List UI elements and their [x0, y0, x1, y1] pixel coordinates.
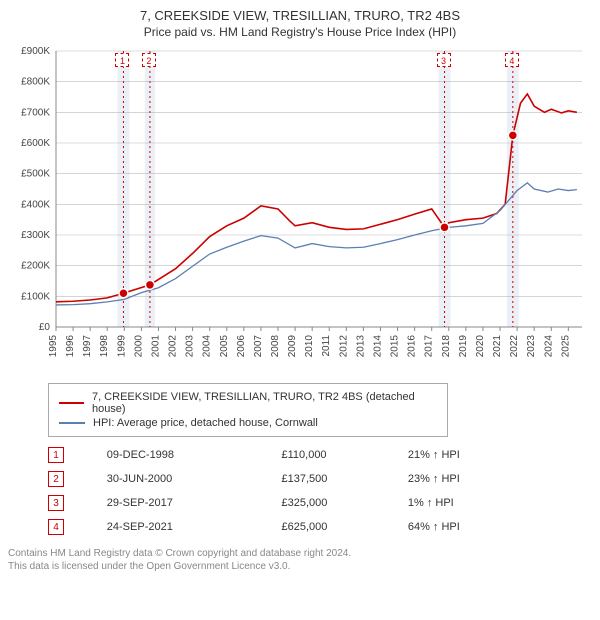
svg-text:2020: 2020 — [475, 335, 486, 358]
event-callout: 4 — [505, 53, 519, 67]
svg-text:2008: 2008 — [270, 335, 281, 358]
legend-item: 7, CREEKSIDE VIEW, TRESILLIAN, TRURO, TR… — [59, 390, 437, 416]
event-price: £110,000 — [281, 443, 407, 467]
event-date: 09-DEC-1998 — [107, 443, 282, 467]
line-chart: £0 £100K £200K £300K £400K £500K £600K £700K £80… — [8, 45, 592, 375]
svg-text:£600K: £600K — [21, 138, 50, 149]
svg-text:£200K: £200K — [21, 261, 50, 272]
svg-text:2015: 2015 — [390, 335, 401, 358]
event-price: £137,500 — [281, 467, 407, 491]
event-delta: 64% ↑ HPI — [408, 515, 548, 539]
sale-marker — [119, 289, 128, 298]
svg-text:£500K: £500K — [21, 169, 50, 180]
svg-text:1996: 1996 — [65, 335, 76, 358]
svg-text:2017: 2017 — [424, 335, 435, 358]
sale-marker — [508, 131, 517, 140]
chart-title-main: 7, CREEKSIDE VIEW, TRESILLIAN, TRURO, TR… — [8, 8, 592, 23]
legend-swatch — [59, 422, 85, 424]
svg-text:£700K: £700K — [21, 107, 50, 118]
svg-text:2009: 2009 — [287, 335, 298, 358]
svg-text:£900K: £900K — [21, 46, 50, 57]
table-row: 2 30-JUN-2000£137,50023% ↑ HPI — [48, 467, 548, 491]
event-price: £325,000 — [281, 491, 407, 515]
svg-text:£100K: £100K — [21, 291, 50, 302]
svg-text:2023: 2023 — [526, 335, 537, 358]
svg-text:1995: 1995 — [48, 335, 59, 358]
svg-text:1999: 1999 — [116, 335, 127, 358]
footer-line: Contains HM Land Registry data © Crown c… — [8, 547, 592, 560]
svg-text:2018: 2018 — [441, 335, 452, 358]
event-index-icon: 3 — [48, 495, 64, 511]
event-index-icon: 4 — [48, 519, 64, 535]
table-row: 1 09-DEC-1998£110,00021% ↑ HPI — [48, 443, 548, 467]
svg-text:1997: 1997 — [82, 335, 93, 358]
table-row: 4 24-SEP-2021£625,00064% ↑ HPI — [48, 515, 548, 539]
svg-text:2016: 2016 — [407, 335, 418, 358]
svg-text:2021: 2021 — [492, 335, 503, 358]
legend-item: HPI: Average price, detached house, Corn… — [59, 416, 437, 430]
event-callout: 2 — [142, 53, 156, 67]
footer-line: This data is licensed under the Open Gov… — [8, 560, 592, 573]
svg-text:2005: 2005 — [219, 335, 230, 358]
chart-area: £0 £100K £200K £300K £400K £500K £600K £700K £80… — [8, 45, 592, 375]
chart-title-sub: Price paid vs. HM Land Registry's House … — [8, 25, 592, 39]
svg-text:£0: £0 — [39, 322, 51, 333]
event-callout: 3 — [437, 53, 451, 67]
event-delta: 21% ↑ HPI — [408, 443, 548, 467]
svg-text:2006: 2006 — [236, 335, 247, 358]
svg-text:2003: 2003 — [185, 335, 196, 358]
legend-label: 7, CREEKSIDE VIEW, TRESILLIAN, TRURO, TR… — [92, 391, 437, 415]
event-date: 24-SEP-2021 — [107, 515, 282, 539]
event-delta: 23% ↑ HPI — [408, 467, 548, 491]
event-index-icon: 2 — [48, 471, 64, 487]
sale-marker — [145, 280, 154, 289]
svg-text:2002: 2002 — [168, 335, 179, 358]
svg-text:2014: 2014 — [372, 335, 383, 358]
svg-text:£300K: £300K — [21, 230, 50, 241]
event-date: 29-SEP-2017 — [107, 491, 282, 515]
svg-text:2011: 2011 — [321, 335, 332, 357]
event-date: 30-JUN-2000 — [107, 467, 282, 491]
svg-text:£400K: £400K — [21, 199, 50, 210]
svg-text:2025: 2025 — [560, 335, 571, 358]
svg-text:2022: 2022 — [509, 335, 520, 358]
event-index-icon: 1 — [48, 447, 64, 463]
svg-text:2013: 2013 — [355, 335, 366, 358]
table-row: 3 29-SEP-2017£325,0001% ↑ HPI — [48, 491, 548, 515]
svg-text:2007: 2007 — [253, 335, 264, 358]
series-hpi — [56, 183, 577, 305]
sale-marker — [440, 223, 449, 232]
events-table: 1 09-DEC-1998£110,00021% ↑ HPI 2 30-JUN-200… — [48, 443, 548, 539]
svg-text:2004: 2004 — [202, 335, 213, 358]
svg-text:1998: 1998 — [99, 335, 110, 358]
event-callout: 1 — [115, 53, 129, 67]
svg-text:2001: 2001 — [150, 335, 161, 358]
svg-text:2010: 2010 — [304, 335, 315, 358]
legend: 7, CREEKSIDE VIEW, TRESILLIAN, TRURO, TR… — [48, 383, 448, 437]
svg-text:2000: 2000 — [133, 335, 144, 358]
svg-text:2019: 2019 — [458, 335, 469, 358]
legend-label: HPI: Average price, detached house, Corn… — [93, 417, 318, 429]
chart-title-block: 7, CREEKSIDE VIEW, TRESILLIAN, TRURO, TR… — [8, 8, 592, 39]
svg-text:2012: 2012 — [338, 335, 349, 358]
legend-swatch — [59, 402, 84, 404]
svg-text:2024: 2024 — [543, 335, 554, 358]
event-delta: 1% ↑ HPI — [408, 491, 548, 515]
footer: Contains HM Land Registry data © Crown c… — [8, 547, 592, 573]
event-price: £625,000 — [281, 515, 407, 539]
svg-text:£800K: £800K — [21, 77, 50, 88]
series-price_paid — [56, 94, 577, 302]
